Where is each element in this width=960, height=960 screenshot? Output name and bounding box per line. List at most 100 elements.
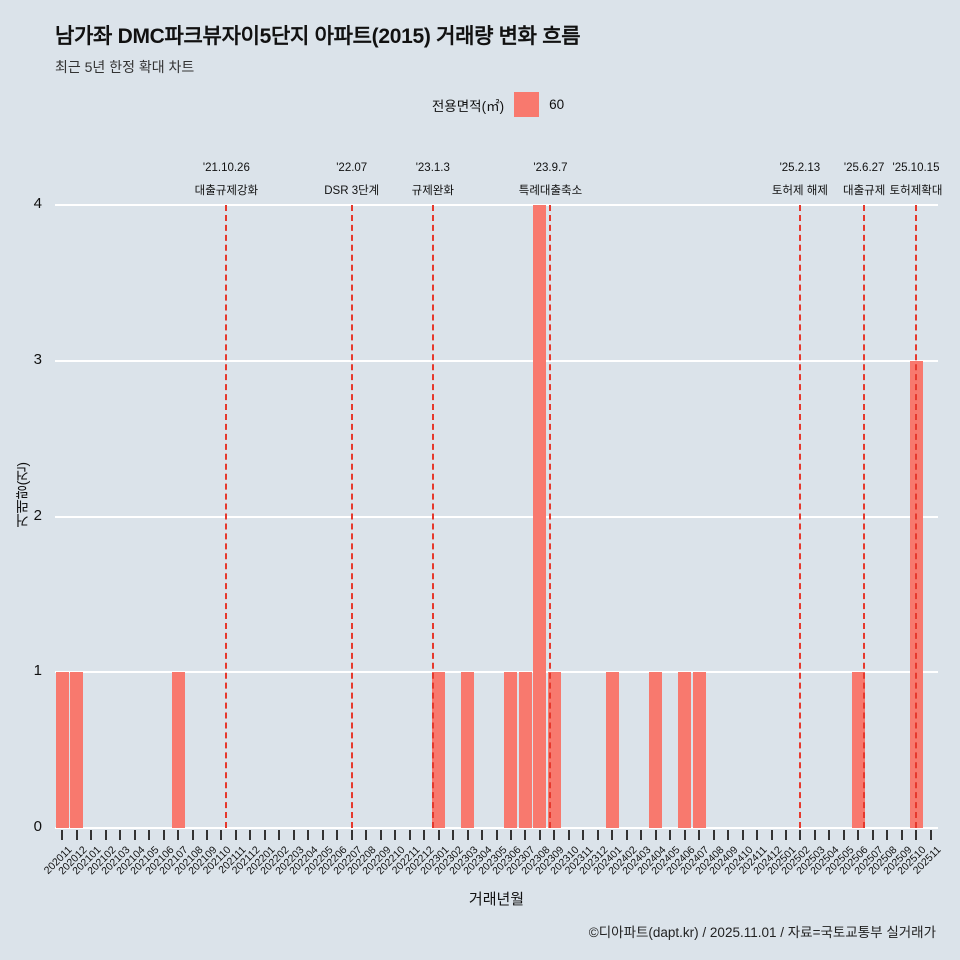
annotation-date: '25.6.27 bbox=[843, 162, 885, 174]
bar-202301 bbox=[432, 672, 446, 828]
y-tick-label: 1 bbox=[33, 662, 42, 680]
x-axis-tick bbox=[495, 830, 498, 840]
annotation-date: '21.10.26 bbox=[202, 162, 250, 174]
x-axis-tick bbox=[234, 830, 237, 840]
x-axis-tick bbox=[654, 830, 657, 840]
annotation-label: 토허제확대 bbox=[889, 185, 943, 197]
legend: 전용면적(㎡) 60 bbox=[0, 92, 960, 117]
x-axis-tick bbox=[408, 830, 411, 840]
x-axis-tick bbox=[379, 830, 382, 840]
x-axis-tick bbox=[596, 830, 599, 840]
x-axis-tick bbox=[249, 830, 252, 840]
annotation-date: '25.10.15 bbox=[892, 162, 940, 174]
bar-202401 bbox=[605, 672, 619, 828]
x-axis-tick bbox=[437, 830, 440, 840]
x-axis-tick bbox=[423, 830, 426, 840]
annotation-label: DSR 3단계 bbox=[324, 185, 380, 197]
annotation-line bbox=[431, 205, 434, 828]
x-axis-tick bbox=[712, 830, 715, 840]
annotation-date: '23.1.3 bbox=[415, 162, 450, 174]
annotation-label: 규제완화 bbox=[411, 185, 454, 197]
annotation-line bbox=[350, 205, 353, 828]
x-axis-tick bbox=[162, 830, 165, 840]
annotation-date: '23.9.7 bbox=[533, 162, 568, 174]
x-axis-tick bbox=[929, 830, 932, 840]
x-axis-tick bbox=[553, 830, 556, 840]
bar-202308 bbox=[533, 205, 547, 828]
x-axis-tick bbox=[307, 830, 310, 840]
x-axis-title: 거래년월 bbox=[468, 891, 525, 908]
annotation-label: 특례대출축소 bbox=[518, 185, 583, 197]
x-axis-tick bbox=[756, 830, 759, 840]
y-tick-label: 3 bbox=[33, 350, 42, 368]
bar-202011 bbox=[55, 672, 69, 828]
gridline bbox=[55, 671, 938, 674]
x-axis-tick bbox=[278, 830, 281, 840]
x-axis-tick bbox=[509, 830, 512, 840]
x-axis-tick bbox=[915, 830, 918, 840]
x-axis-tick bbox=[567, 830, 570, 840]
x-axis-tick bbox=[640, 830, 643, 840]
y-axis-title: 거래량(건) bbox=[14, 462, 30, 528]
legend-item-label: 60 bbox=[549, 97, 565, 112]
x-axis-tick bbox=[871, 830, 874, 840]
x-axis-tick bbox=[828, 830, 831, 840]
legend-title: 전용면적(㎡) bbox=[431, 98, 505, 114]
bar-202307 bbox=[518, 672, 532, 828]
x-axis-tick bbox=[466, 830, 469, 840]
legend-color-swatch-icon bbox=[514, 92, 540, 117]
x-axis-tick bbox=[481, 830, 484, 840]
annotation-line bbox=[549, 205, 552, 828]
x-axis-tick bbox=[365, 830, 368, 840]
bar-202506 bbox=[851, 672, 865, 828]
bar-202303 bbox=[461, 672, 475, 828]
x-axis-tick bbox=[321, 830, 324, 840]
x-axis-tick bbox=[205, 830, 208, 840]
gridline bbox=[55, 204, 938, 206]
x-axis-tick bbox=[452, 830, 455, 840]
x-axis-tick bbox=[75, 830, 78, 840]
annotation-date: '22.07 bbox=[336, 162, 368, 174]
x-axis-tick bbox=[524, 830, 527, 840]
x-axis-tick bbox=[220, 830, 223, 840]
bar-202407 bbox=[692, 672, 706, 828]
y-tick-label: 4 bbox=[33, 195, 42, 212]
bar-202107 bbox=[171, 672, 185, 828]
annotation-line bbox=[914, 205, 917, 828]
annotation-label: 대출규제강화 bbox=[194, 185, 259, 197]
x-axis-tick bbox=[292, 830, 295, 840]
x-axis-tick bbox=[90, 830, 93, 840]
x-axis-tick bbox=[625, 830, 628, 840]
x-axis-tick bbox=[770, 830, 773, 840]
x-axis-tick bbox=[336, 830, 339, 840]
x-axis-tick bbox=[741, 830, 744, 840]
bar-202404 bbox=[649, 672, 663, 828]
bar-202306 bbox=[504, 672, 518, 828]
y-tick-label: 0 bbox=[33, 818, 42, 835]
x-axis-tick bbox=[857, 830, 860, 840]
footer-credit: ©디아파트(dapt.kr) / 2025.11.01 / 자료=국토교통부 실… bbox=[588, 925, 936, 940]
x-axis-tick bbox=[263, 830, 266, 840]
annotation-line bbox=[798, 205, 801, 828]
x-axis-tick bbox=[119, 830, 122, 840]
annotation-label: 토허제 해제 bbox=[771, 185, 828, 197]
x-axis-tick bbox=[538, 830, 541, 840]
x-axis-tick bbox=[191, 830, 194, 840]
x-axis-tick bbox=[698, 830, 701, 840]
x-axis-tick bbox=[813, 830, 816, 840]
x-axis-tick bbox=[104, 830, 107, 840]
x-axis-tick bbox=[148, 830, 151, 840]
x-axis-tick bbox=[61, 830, 64, 840]
x-axis-tick bbox=[133, 830, 136, 840]
x-axis-tick bbox=[842, 830, 845, 840]
x-axis-tick bbox=[683, 830, 686, 840]
bar-202012 bbox=[70, 672, 84, 828]
annotation-line bbox=[863, 205, 866, 828]
chart-subtitle: 최근 5년 한정 확대 차트 bbox=[55, 59, 195, 75]
chart-title: 남가좌 DMC파크뷰자이5단지 아파트(2015) 거래량 변화 흐름 bbox=[55, 25, 581, 48]
gridline bbox=[55, 359, 938, 362]
x-axis-tick bbox=[900, 830, 903, 840]
x-axis-tick bbox=[886, 830, 889, 840]
gridline bbox=[55, 515, 938, 518]
